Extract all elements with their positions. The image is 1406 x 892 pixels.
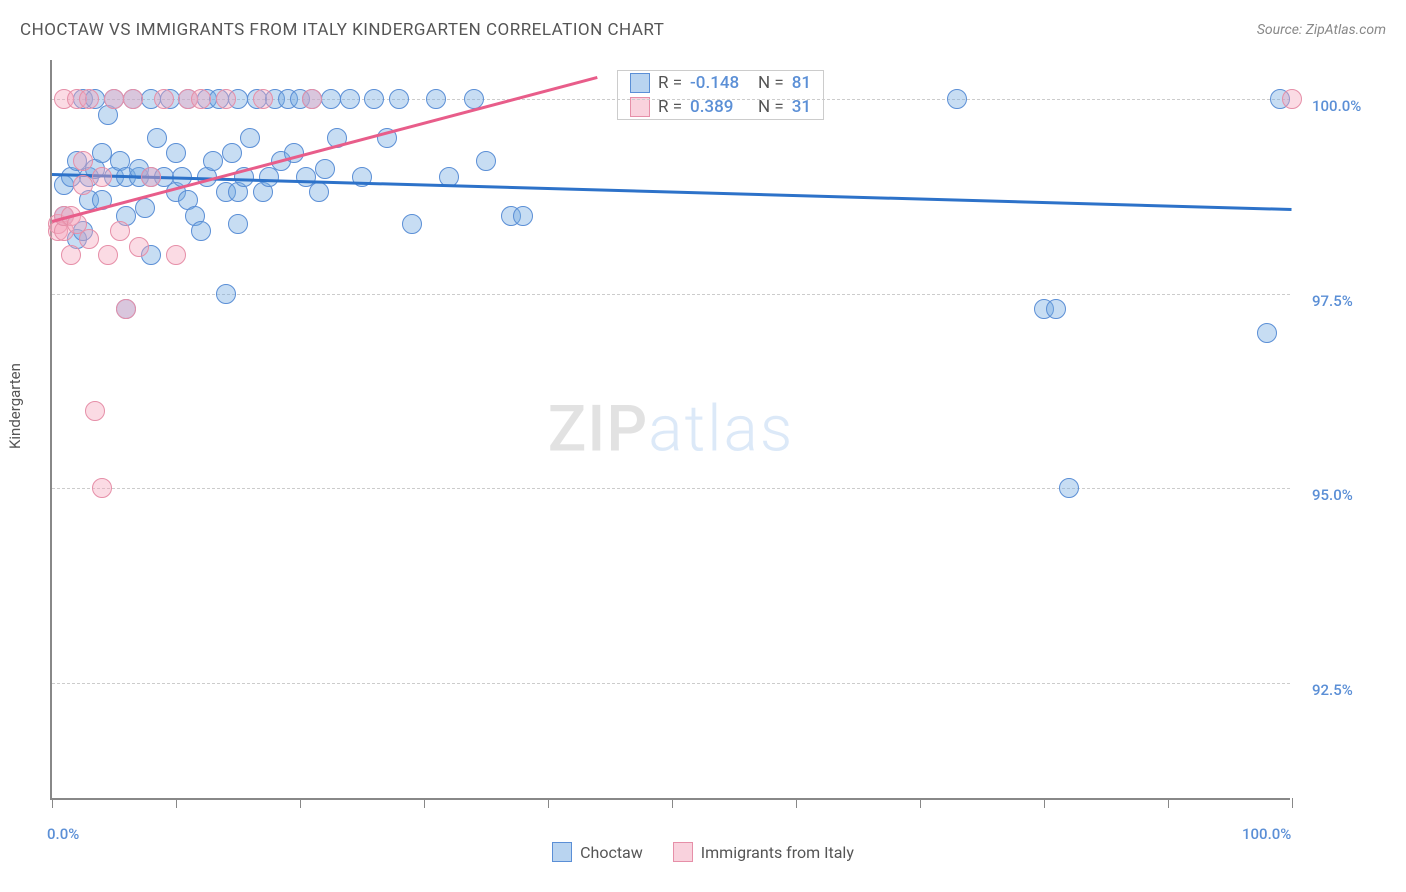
gridline [52, 294, 1290, 295]
legend-label: Immigrants from Italy [701, 843, 854, 862]
stat-r-value: 0.389 [690, 97, 750, 117]
legend-swatch-icon [673, 842, 693, 862]
data-point [191, 89, 211, 109]
legend-swatch-icon [552, 842, 572, 862]
data-point [73, 175, 93, 195]
data-point [166, 143, 186, 163]
x-tick [52, 798, 53, 808]
scatter-chart: ZIPatlas R =-0.148N =81R =0.389N =31 92.… [50, 60, 1290, 800]
x-tick [1292, 798, 1293, 808]
data-point [1282, 89, 1302, 109]
x-tick [796, 798, 797, 808]
data-point [92, 167, 112, 187]
data-point [73, 151, 93, 171]
data-point [309, 182, 329, 202]
data-point [321, 89, 341, 109]
data-point [191, 221, 211, 241]
watermark: ZIPatlas [548, 392, 795, 467]
data-point [98, 245, 118, 265]
data-point [402, 214, 422, 234]
x-tick [1044, 798, 1045, 808]
x-tick [548, 798, 549, 808]
data-point [302, 89, 322, 109]
y-tick-label: 100.0% [1312, 97, 1361, 115]
data-point [154, 89, 174, 109]
y-tick-label: 97.5% [1312, 292, 1353, 310]
stat-r-label: R = [658, 73, 682, 93]
data-point [240, 128, 260, 148]
stat-r-label: R = [658, 97, 682, 117]
data-point [476, 151, 496, 171]
legend-stats-row: R = -0.148 N = 81 [618, 71, 823, 95]
data-point [92, 143, 112, 163]
x-tick [920, 798, 921, 808]
chart-title: CHOCTAW VS IMMIGRANTS FROM ITALY KINDERG… [20, 20, 664, 40]
stat-n-value: 81 [792, 73, 811, 93]
data-point [61, 245, 81, 265]
y-axis-label: Kindergarten [6, 363, 24, 449]
stat-n-label: N = [758, 97, 784, 117]
y-tick-label: 95.0% [1312, 486, 1353, 504]
data-point [315, 159, 335, 179]
data-point [222, 143, 242, 163]
x-tick [424, 798, 425, 808]
data-point [426, 89, 446, 109]
data-point [1059, 478, 1079, 498]
data-point [79, 89, 99, 109]
x-tick [300, 798, 301, 808]
data-point [166, 245, 186, 265]
data-point [135, 198, 155, 218]
x-tick [1168, 798, 1169, 808]
data-point [129, 237, 149, 257]
bottom-legend: Choctaw Immigrants from Italy [0, 842, 1406, 862]
data-point [947, 89, 967, 109]
legend-swatch-icon [630, 73, 650, 93]
data-point [116, 299, 136, 319]
stat-n-value: 31 [792, 97, 811, 117]
data-point [104, 89, 124, 109]
legend-item: Immigrants from Italy [673, 842, 854, 862]
x-tick-label: 100.0% [1242, 825, 1291, 843]
data-point [1046, 299, 1066, 319]
data-point [513, 206, 533, 226]
x-tick [176, 798, 177, 808]
data-point [228, 214, 248, 234]
legend-item: Choctaw [552, 842, 643, 862]
data-point [141, 167, 161, 187]
x-tick [672, 798, 673, 808]
x-tick-label: 0.0% [47, 825, 79, 843]
data-point [79, 229, 99, 249]
data-point [389, 89, 409, 109]
data-point [110, 221, 130, 241]
data-point [203, 151, 223, 171]
data-point [216, 284, 236, 304]
legend-label: Choctaw [580, 843, 643, 862]
data-point [253, 89, 273, 109]
data-point [147, 128, 167, 148]
gridline [52, 683, 1290, 684]
legend-stats-box: R = -0.148 N = 81 R = 0.389 N = 31 [617, 70, 824, 120]
data-point [364, 89, 384, 109]
data-point [1257, 323, 1277, 343]
y-tick-label: 92.5% [1312, 681, 1353, 699]
data-point [216, 89, 236, 109]
data-point [92, 478, 112, 498]
stat-r-value: -0.148 [690, 73, 750, 93]
data-point [340, 89, 360, 109]
chart-source: Source: ZipAtlas.com [1257, 22, 1386, 38]
chart-header: CHOCTAW VS IMMIGRANTS FROM ITALY KINDERG… [20, 20, 1386, 40]
stat-n-label: N = [758, 73, 784, 93]
data-point [85, 401, 105, 421]
data-point [123, 89, 143, 109]
gridline [52, 488, 1290, 489]
legend-swatch-icon [630, 97, 650, 117]
